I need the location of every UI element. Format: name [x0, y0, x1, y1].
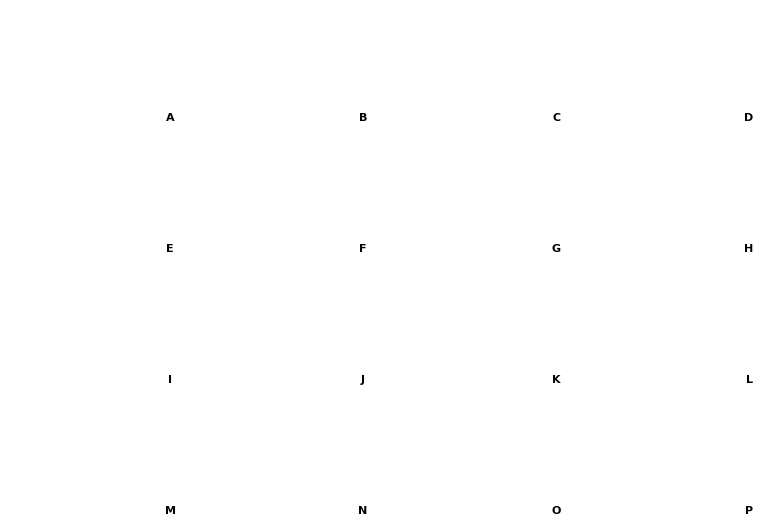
Circle shape — [728, 366, 770, 394]
Text: K: K — [552, 375, 560, 385]
Text: J: J — [361, 375, 365, 385]
Text: I: I — [168, 375, 172, 385]
Text: G: G — [552, 244, 560, 254]
Text: F: F — [359, 244, 367, 254]
Text: L: L — [745, 375, 752, 385]
Circle shape — [149, 235, 191, 263]
Circle shape — [149, 366, 191, 394]
Circle shape — [535, 104, 577, 133]
Text: E: E — [166, 244, 174, 254]
Text: A: A — [166, 113, 174, 123]
Circle shape — [149, 497, 191, 525]
Circle shape — [149, 104, 191, 133]
Text: O: O — [551, 506, 561, 516]
Circle shape — [535, 366, 577, 394]
Circle shape — [342, 497, 384, 525]
Text: B: B — [359, 113, 368, 123]
Text: N: N — [358, 506, 368, 516]
Circle shape — [728, 235, 770, 263]
Circle shape — [342, 235, 384, 263]
Circle shape — [728, 104, 770, 133]
Circle shape — [342, 104, 384, 133]
Text: H: H — [745, 244, 754, 254]
Text: D: D — [745, 113, 754, 123]
Circle shape — [342, 366, 384, 394]
Circle shape — [728, 497, 770, 525]
Text: P: P — [745, 506, 753, 516]
Text: M: M — [165, 506, 176, 516]
Text: C: C — [552, 113, 560, 123]
Circle shape — [535, 497, 577, 525]
Circle shape — [535, 235, 577, 263]
